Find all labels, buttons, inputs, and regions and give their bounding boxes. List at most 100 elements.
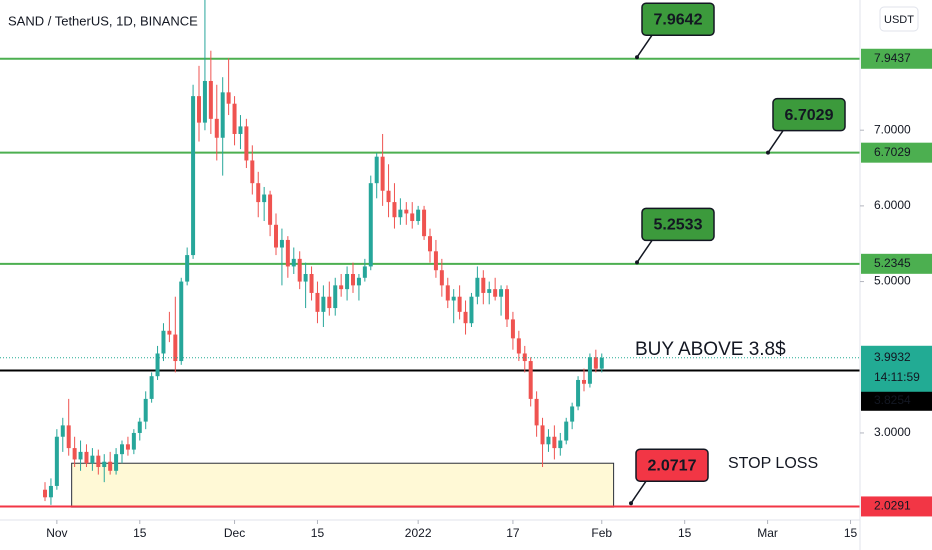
candle-body	[185, 255, 190, 282]
x-tick-label: 15	[678, 526, 692, 540]
candle-body	[581, 379, 586, 384]
candle-body	[48, 485, 53, 498]
candle-body	[558, 440, 563, 449]
candle-body	[339, 285, 344, 290]
level-label: 7.9437	[874, 51, 911, 65]
candle-body	[220, 92, 225, 138]
candle-body	[564, 421, 569, 441]
candle-body	[528, 361, 533, 399]
candle-body	[96, 455, 101, 468]
y-tick-label: 6.0000	[874, 198, 911, 212]
candle-body	[422, 209, 427, 237]
candle-body	[504, 289, 509, 320]
callout-pointer	[636, 239, 653, 263]
callout-pointer	[630, 480, 647, 504]
annotation: BUY ABOVE 3.8$	[635, 339, 786, 360]
candle-body	[380, 156, 385, 191]
zone	[71, 462, 615, 508]
candle-body	[155, 353, 160, 377]
candle-body	[268, 194, 273, 225]
candle-body	[66, 425, 71, 449]
level-label: 5.2345	[874, 256, 911, 270]
candle-body	[72, 448, 77, 460]
candle-body	[274, 224, 279, 248]
callout-tip	[766, 150, 770, 155]
candle-body	[173, 334, 178, 362]
y-tick-label: 3.0000	[874, 425, 911, 439]
level-label-bg	[861, 496, 932, 517]
callout-tip	[635, 55, 639, 60]
candle-body	[262, 194, 267, 203]
callout-tip	[629, 501, 633, 506]
x-tick-label: Mar	[757, 526, 778, 540]
candle-body	[303, 274, 308, 282]
candle-body	[451, 296, 456, 301]
candle-body	[256, 183, 261, 203]
level-label-bg	[861, 390, 932, 411]
countdown: 14:11:59	[874, 370, 920, 384]
candle-body	[546, 436, 551, 445]
candle-body	[345, 274, 350, 290]
candle-body	[368, 183, 373, 267]
level-label: 2.0291	[874, 499, 911, 513]
candle-body	[238, 126, 243, 134]
candle-body	[534, 398, 539, 426]
x-tick-label: 17	[506, 526, 520, 540]
candle-body	[285, 239, 290, 267]
candle-body	[499, 289, 504, 297]
x-tick-label: 2022	[405, 526, 432, 540]
candle-body	[125, 444, 130, 450]
candle-body	[84, 451, 89, 464]
candle-body	[244, 126, 249, 161]
candle-body	[131, 432, 136, 450]
last-price-bg	[861, 345, 932, 392]
currency-button[interactable]	[879, 6, 919, 32]
level-label: 6.7029	[874, 145, 911, 159]
candle-body	[226, 92, 231, 104]
candle-body	[356, 277, 361, 286]
y-tick-label: 5.0000	[874, 274, 911, 288]
chart-title: SAND / TetherUS, 1D, BINANCE	[8, 13, 198, 28]
candle-body	[475, 277, 480, 297]
candle-body	[416, 209, 421, 222]
callout-pointer	[767, 130, 784, 154]
candle-body	[576, 379, 581, 407]
candle-body	[108, 461, 113, 471]
candle-body	[404, 209, 409, 214]
candle-body	[291, 258, 296, 267]
y-tick-label: 7.0000	[874, 122, 911, 136]
candle-body	[327, 296, 332, 309]
x-tick-label: Dec	[224, 526, 245, 540]
candle-body	[43, 489, 48, 498]
candle-body	[487, 289, 492, 293]
candle-body	[102, 461, 107, 468]
candle-body	[232, 103, 237, 134]
candle-body	[161, 330, 166, 354]
x-tick-label: 15	[311, 526, 325, 540]
candle-body	[167, 330, 172, 335]
callout-label: 6.7029	[785, 107, 834, 124]
x-tick-label: Nov	[46, 526, 67, 540]
candle-body	[250, 160, 255, 184]
candle-body	[60, 425, 65, 437]
candle-body	[120, 444, 125, 455]
candle-body	[433, 251, 438, 271]
candle-body	[333, 285, 338, 309]
level-label: 3.8254	[874, 393, 911, 407]
candle-body	[516, 338, 521, 354]
candle-body	[202, 80, 207, 123]
candle-body	[570, 406, 575, 422]
candle-body	[493, 289, 498, 297]
candle-body	[463, 311, 468, 324]
callout-box	[772, 97, 846, 132]
candle-body	[78, 451, 83, 460]
candle-body	[374, 156, 379, 184]
candle-body	[522, 353, 527, 362]
candle-body	[540, 425, 545, 445]
x-tick-label: Feb	[591, 526, 612, 540]
candle-body	[481, 277, 486, 293]
candle-body	[279, 239, 284, 248]
candle-body	[457, 296, 462, 312]
candle-body	[469, 296, 474, 324]
